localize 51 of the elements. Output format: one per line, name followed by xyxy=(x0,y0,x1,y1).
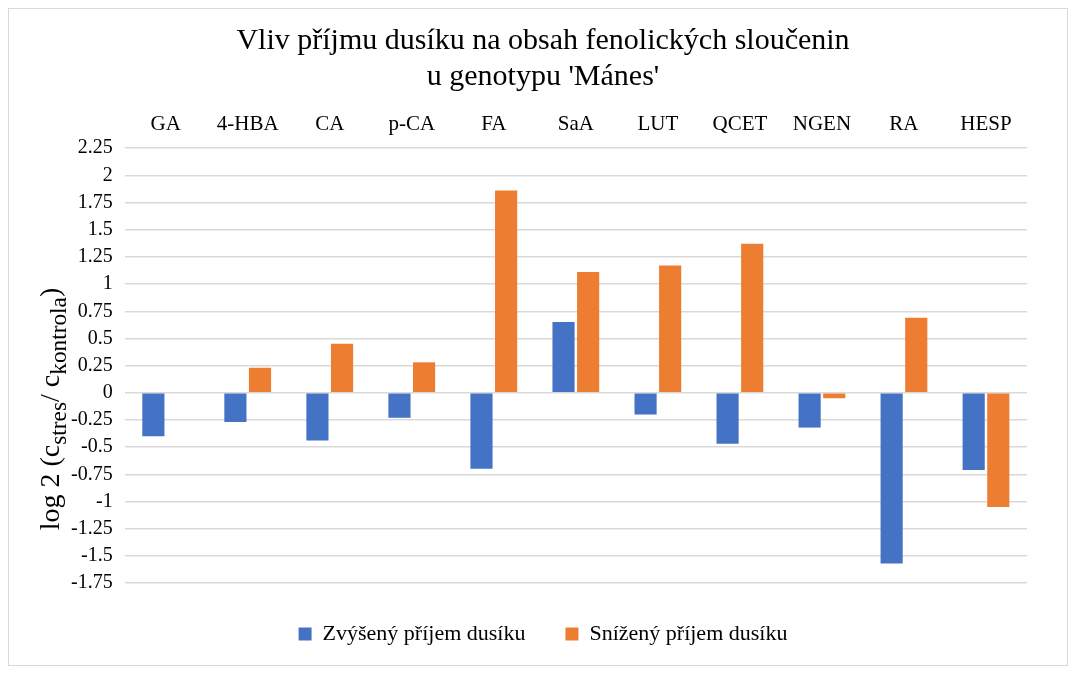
bar xyxy=(552,322,575,393)
bar xyxy=(577,272,600,393)
legend-label: Snížený příjem dusíku xyxy=(589,619,788,645)
bar xyxy=(470,393,493,469)
bar xyxy=(962,393,985,470)
bar xyxy=(987,393,1010,507)
bar xyxy=(495,190,518,393)
bar xyxy=(388,393,411,418)
x-tick-label: NGEN xyxy=(792,111,852,136)
y-tick-label: -1.5 xyxy=(80,543,113,566)
y-tick-label: -0.25 xyxy=(70,407,113,430)
y-tick-label: 0.25 xyxy=(77,352,113,375)
bar xyxy=(330,343,354,393)
y-tick-label: -1.75 xyxy=(70,570,113,593)
bar xyxy=(224,393,247,423)
y-tick-label: -0.75 xyxy=(70,461,113,484)
y-tick-label: 1.25 xyxy=(77,244,113,267)
bar xyxy=(798,393,821,428)
x-tick-label: FA xyxy=(481,111,508,136)
y-tick-label: 0.75 xyxy=(77,298,113,321)
y-tick-label: 0.5 xyxy=(87,325,113,348)
x-tick-label: LUT xyxy=(637,111,679,136)
y-tick-label: 1 xyxy=(102,271,113,294)
legend-label: Zvýšený příjem dusíku xyxy=(322,619,526,645)
bar xyxy=(905,317,928,393)
y-tick-label: 2 xyxy=(102,162,113,185)
y-tick-label: -1.25 xyxy=(70,515,113,538)
bar xyxy=(716,393,739,444)
x-tick-label: QCET xyxy=(712,111,768,136)
y-tick-label: 2.25 xyxy=(77,135,113,158)
bar xyxy=(741,243,764,393)
x-tick-label: p-CA xyxy=(388,111,436,136)
bar xyxy=(659,265,682,393)
x-tick-label: SaA xyxy=(557,111,595,136)
chart-title: Vliv příjmu dusíku na obsah fenolických sloučenin u genotypu 'Mánes' xyxy=(236,21,850,91)
y-tick-label: 0 xyxy=(102,380,113,403)
bar xyxy=(634,393,657,415)
bar xyxy=(248,367,272,393)
x-tick-label: 4-HBA xyxy=(216,111,280,136)
x-tick-label: CA xyxy=(315,111,346,136)
x-tick-label: HESP xyxy=(960,111,1012,136)
y-tick-label: -1 xyxy=(95,488,113,511)
bar xyxy=(142,393,165,437)
x-tick-label: RA xyxy=(889,111,920,136)
bar xyxy=(306,393,329,441)
x-tick-label: GA xyxy=(150,111,182,136)
y-tick-label: -0.5 xyxy=(80,434,113,457)
bar xyxy=(880,393,903,564)
bar xyxy=(413,362,436,393)
y-tick-label: 1.75 xyxy=(77,189,113,212)
y-tick-label: 1.5 xyxy=(87,216,113,239)
